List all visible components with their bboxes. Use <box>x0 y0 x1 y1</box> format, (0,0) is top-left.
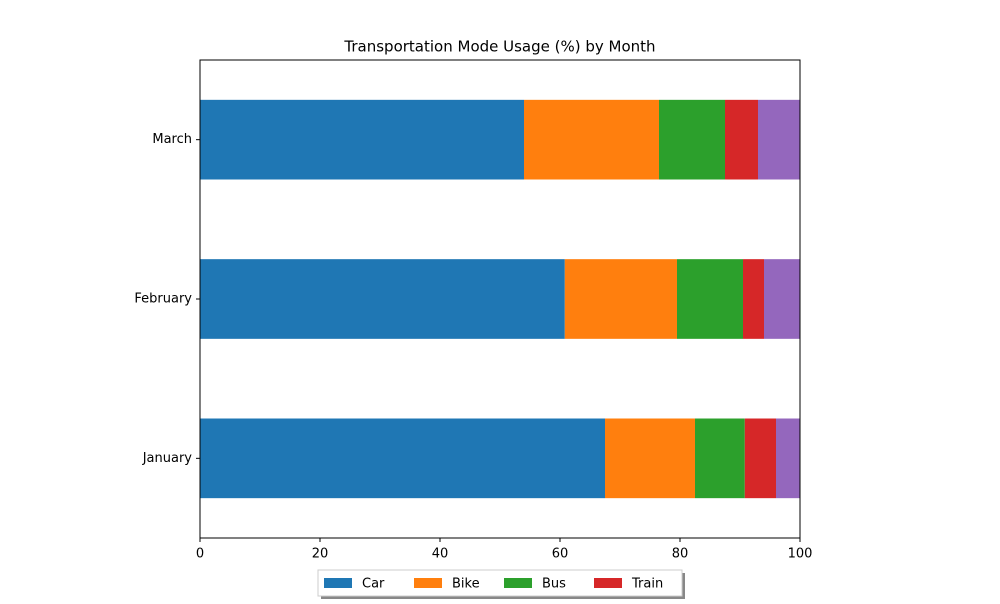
x-tick-label: 0 <box>196 547 204 562</box>
bar-segment <box>764 259 800 339</box>
bar-segment <box>524 99 659 180</box>
x-tick-label: 60 <box>552 547 569 562</box>
chart-title: Transportation Mode Usage (%) by Month <box>343 38 655 56</box>
bar-segment <box>677 259 743 339</box>
legend-label: Bike <box>452 577 480 592</box>
bar-segment <box>758 99 800 180</box>
legend-label: Bus <box>542 577 566 592</box>
legend-label: Train <box>631 577 663 592</box>
bar-segment <box>564 259 677 339</box>
bar-segment <box>743 259 764 339</box>
y-tick-label: January <box>142 451 193 466</box>
legend-swatch <box>504 578 532 588</box>
plot-frame <box>199 59 801 539</box>
bar-segment <box>659 99 725 180</box>
bar-segment <box>605 418 695 499</box>
x-tick-label: 80 <box>672 547 689 562</box>
legend-label: Car <box>362 577 385 592</box>
bar-segment <box>744 418 776 499</box>
bar-segment <box>695 418 745 499</box>
bar-segment <box>776 418 800 499</box>
bar-segment <box>200 259 565 339</box>
legend-swatch <box>324 578 352 588</box>
x-tick-label: 20 <box>312 547 329 562</box>
x-tick-label: 100 <box>788 547 813 562</box>
legend-swatch <box>594 578 622 588</box>
bar-segment <box>200 418 605 499</box>
x-tick-label: 40 <box>432 547 449 562</box>
legend-swatch <box>414 578 442 588</box>
legend: Car Bike Bus Train <box>317 569 685 599</box>
y-tick-label: February <box>134 292 192 307</box>
bar-segment <box>725 99 758 180</box>
y-tick-label: March <box>152 132 192 147</box>
bar-segment <box>200 99 524 180</box>
